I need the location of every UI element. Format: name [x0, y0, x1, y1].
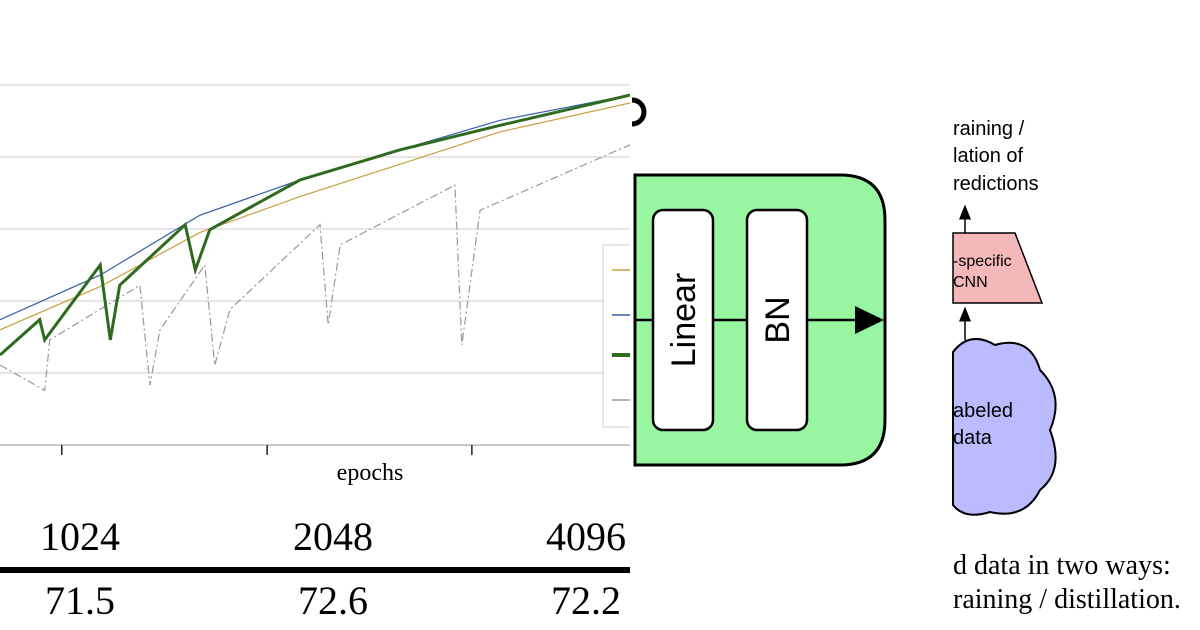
table-cell: 72.2	[551, 578, 621, 623]
node-text: raining /	[953, 118, 1025, 140]
series-line	[0, 144, 630, 392]
table-cell: 2048	[293, 514, 373, 559]
node-text: data	[953, 427, 993, 449]
cnn-node	[952, 232, 1044, 304]
table-cell: 1024	[40, 514, 120, 559]
box-label: BN	[759, 296, 797, 343]
plot: epochs	[0, 84, 630, 486]
data-cloud	[952, 337, 1057, 516]
series-line	[0, 102, 630, 331]
arrow-head	[855, 306, 884, 334]
table: 1024 2048 4096 71.5 72.6 72.2	[0, 514, 630, 623]
box	[745, 208, 809, 432]
table-cell: 72.6	[298, 578, 368, 623]
legend	[602, 244, 630, 428]
glyph-fragment	[631, 97, 647, 127]
diagram: raining / lation of redictions -specific…	[952, 118, 1181, 615]
x-label: epochs	[337, 460, 404, 486]
block: Linear BN	[633, 173, 887, 467]
series-line	[0, 94, 630, 321]
node-text: CNN	[953, 274, 988, 291]
node-text: lation of	[953, 145, 1023, 167]
node-text: abeled	[953, 400, 1013, 422]
node-text: redictions	[953, 173, 1039, 195]
box	[651, 208, 715, 432]
caption: d data in two ways:	[953, 550, 1171, 581]
table-cell: 71.5	[45, 578, 115, 623]
box-label: Linear	[665, 273, 703, 368]
series-line	[0, 93, 630, 357]
node-text: -specific	[953, 253, 1012, 270]
table-cell: 4096	[546, 514, 626, 559]
table-rule	[0, 567, 630, 573]
caption: raining / distillation.	[953, 584, 1181, 615]
